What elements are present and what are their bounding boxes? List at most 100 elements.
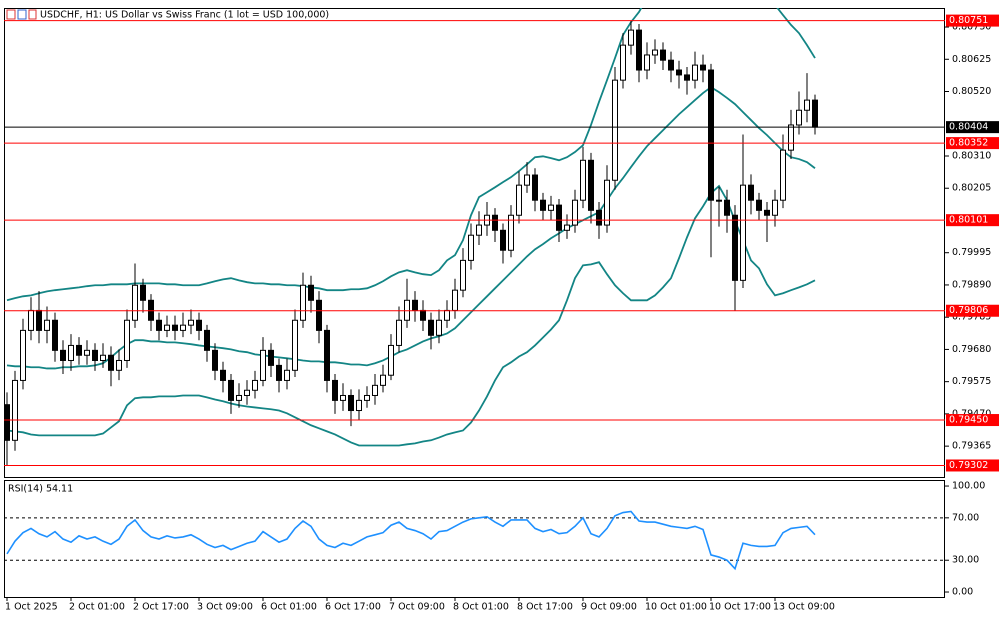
y-tick-label: 0.79785 [952,312,991,323]
axes: 0.80730 0.80625 0.80520 0.80310 0.80205 0.799… [4,14,999,613]
candle-body [252,379,258,391]
x-tick-label: 10 Oct 17:00 [709,602,771,613]
x-tick-label: 10 Oct 01:00 [645,602,707,613]
y-tick-label: 0.80625 [952,54,991,65]
level-label-box [946,14,999,27]
candle-body [348,394,354,412]
candle-body [748,184,754,201]
candle-body [340,394,346,401]
icon [28,9,37,20]
icon [17,9,27,20]
y-tick-label: 0.79470 [952,408,991,419]
candle-body [684,74,690,81]
x-tick-label: 9 Oct 09:00 [581,602,637,613]
x-tick-label: 1 Oct 2025 [5,602,58,613]
candle-body [788,124,794,151]
candle-body [308,284,314,301]
candle-body [532,174,538,201]
candle-body [116,359,122,371]
candle-body [692,64,698,81]
candle-body [420,309,426,321]
candle-body [772,199,778,216]
candle-body [708,69,714,201]
candle-body [4,404,10,441]
candle-body [84,349,90,356]
candle-body [628,29,634,46]
candle-body [204,329,210,351]
candle-body [284,369,290,381]
toolbar-icons [6,9,37,20]
candle-body [212,349,218,371]
level-label-box [946,137,999,150]
candle-body [156,319,162,331]
candle-body [124,319,130,361]
y-tick-label: 0.80730 [952,22,991,33]
candle-body [396,319,402,346]
rsi-frame [4,480,945,598]
candle-body [220,369,226,381]
candle-body [580,159,586,201]
chart-title: USDCHF, H1: US Dollar vs Swiss Franc (1 … [40,10,329,21]
candle-body [812,99,818,128]
candle-body [700,64,706,71]
candle-body [28,309,34,331]
x-tick-label: 13 Oct 09:00 [773,602,835,613]
candle-body [716,199,722,202]
level-label: 0.80751 [949,15,988,26]
candle-body [20,329,26,381]
bid-label-box [946,121,999,134]
x-tick-label: 8 Oct 17:00 [517,602,573,613]
candle-body [676,69,682,76]
level-label: 0.79806 [949,305,988,316]
candle-body [324,329,330,381]
main-plot [4,8,818,466]
candle-body [596,209,602,226]
candle-body [412,299,418,311]
x-tick-label: 3 Oct 09:00 [197,602,253,613]
x-tick-label: 6 Oct 17:00 [325,602,381,613]
candle-body [364,394,370,401]
candle-body [236,394,242,401]
candle-body [724,199,730,216]
y-tick-label: 0.80205 [952,183,991,194]
candle-body [132,284,138,321]
candle-body [332,379,338,401]
level-label-box [946,214,999,227]
candle-body [68,344,74,361]
rsi-title: RSI(14) 54.11 [8,484,73,495]
level-label-box [946,304,999,317]
candle-body [228,379,234,401]
level-label: 0.79302 [949,460,988,471]
candle-body [564,224,570,231]
main-frame [4,8,945,478]
candle-body [36,309,42,331]
candle-body [12,379,18,441]
candle-body [268,349,274,366]
x-tick-label: 2 Oct 01:00 [69,602,125,613]
candle-body [292,319,298,371]
candle-body [356,399,362,412]
candle-body [652,49,658,56]
candle-body [668,59,674,71]
y-tick-label: 0.80310 [952,150,991,161]
candle-body [620,44,626,81]
candle-body [804,99,810,111]
y-tick-label: 0.80520 [952,86,991,97]
level-label: 0.79450 [949,415,988,426]
level-label-box [946,459,999,472]
rsi-plot [4,510,945,571]
rsi-line [6,510,816,571]
candle-body [740,184,746,281]
band-upper [6,8,816,302]
candle-body [500,229,506,251]
candle-body [316,299,322,331]
candle-body [636,29,642,71]
y-tick-label: 0.79575 [952,376,991,387]
x-tick-label: 8 Oct 01:00 [453,602,509,613]
candle-body [52,319,58,351]
y-tick-label: 0.79995 [952,247,991,258]
candle-body [164,324,170,331]
icon [6,9,16,20]
